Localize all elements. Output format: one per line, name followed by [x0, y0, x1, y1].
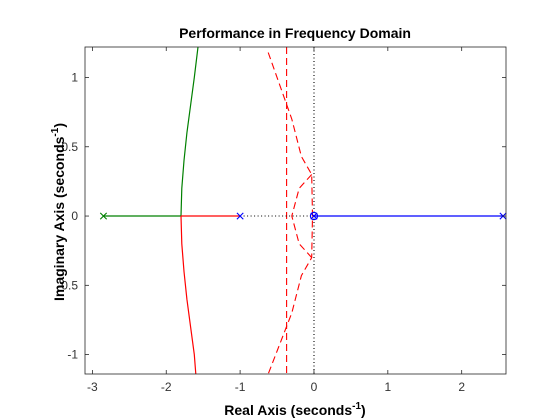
- y-tick-label: 1: [71, 70, 78, 84]
- x-axis-label-sup: -1: [352, 401, 361, 412]
- y-axis-label: Imaginary Axis (seconds-1): [50, 123, 67, 301]
- y-axis-label-sup: -1: [50, 127, 61, 136]
- axes-box: [84, 46, 507, 375]
- y-tick-label: -0.5: [57, 278, 78, 292]
- x-axis-label: Real Axis (seconds-1): [224, 401, 365, 418]
- x-tick-label: -3: [87, 380, 98, 394]
- curves-layer: [103, 46, 503, 375]
- pole-marker-2[interactable]: [236, 212, 244, 220]
- x-tick-label: 2: [458, 380, 465, 394]
- reference-grid-line-2: [291, 174, 313, 258]
- y-axis-label-close: ): [51, 123, 67, 128]
- x-tick-label: -2: [161, 380, 172, 394]
- chart-title: Performance in Frequency Domain: [179, 25, 411, 41]
- pole-marker-stroke: [310, 212, 318, 220]
- y-tick-label: 0: [71, 209, 78, 223]
- locus-branch-4[interactable]: [180, 215, 197, 375]
- x-tick-label: 0: [311, 380, 318, 394]
- x-axis-label-close: ): [361, 402, 366, 418]
- pole-marker-stroke: [99, 212, 108, 220]
- ticks-layer: -3 -2 -1 0 1 2 -1 -0.5 0 0.5 1: [57, 47, 506, 394]
- zero-marker-1[interactable]: [309, 211, 319, 221]
- x-axis-label-text: Real Axis (seconds: [224, 402, 352, 418]
- reference-grid-line-1: [267, 52, 314, 375]
- y-axis-label-text: Imaginary Axis (seconds: [51, 136, 67, 301]
- y-tick-label: 0.5: [61, 140, 78, 154]
- pole-marker-1[interactable]: [99, 212, 108, 220]
- y-tick-label: -1: [67, 348, 78, 362]
- pole-marker-3[interactable]: [310, 212, 318, 220]
- x-tick-label: -1: [235, 380, 246, 394]
- pole-marker-stroke: [236, 212, 244, 220]
- plot-area[interactable]: [85, 47, 506, 374]
- locus-branch-2[interactable]: [180, 46, 199, 217]
- x-tick-label: 1: [384, 380, 391, 394]
